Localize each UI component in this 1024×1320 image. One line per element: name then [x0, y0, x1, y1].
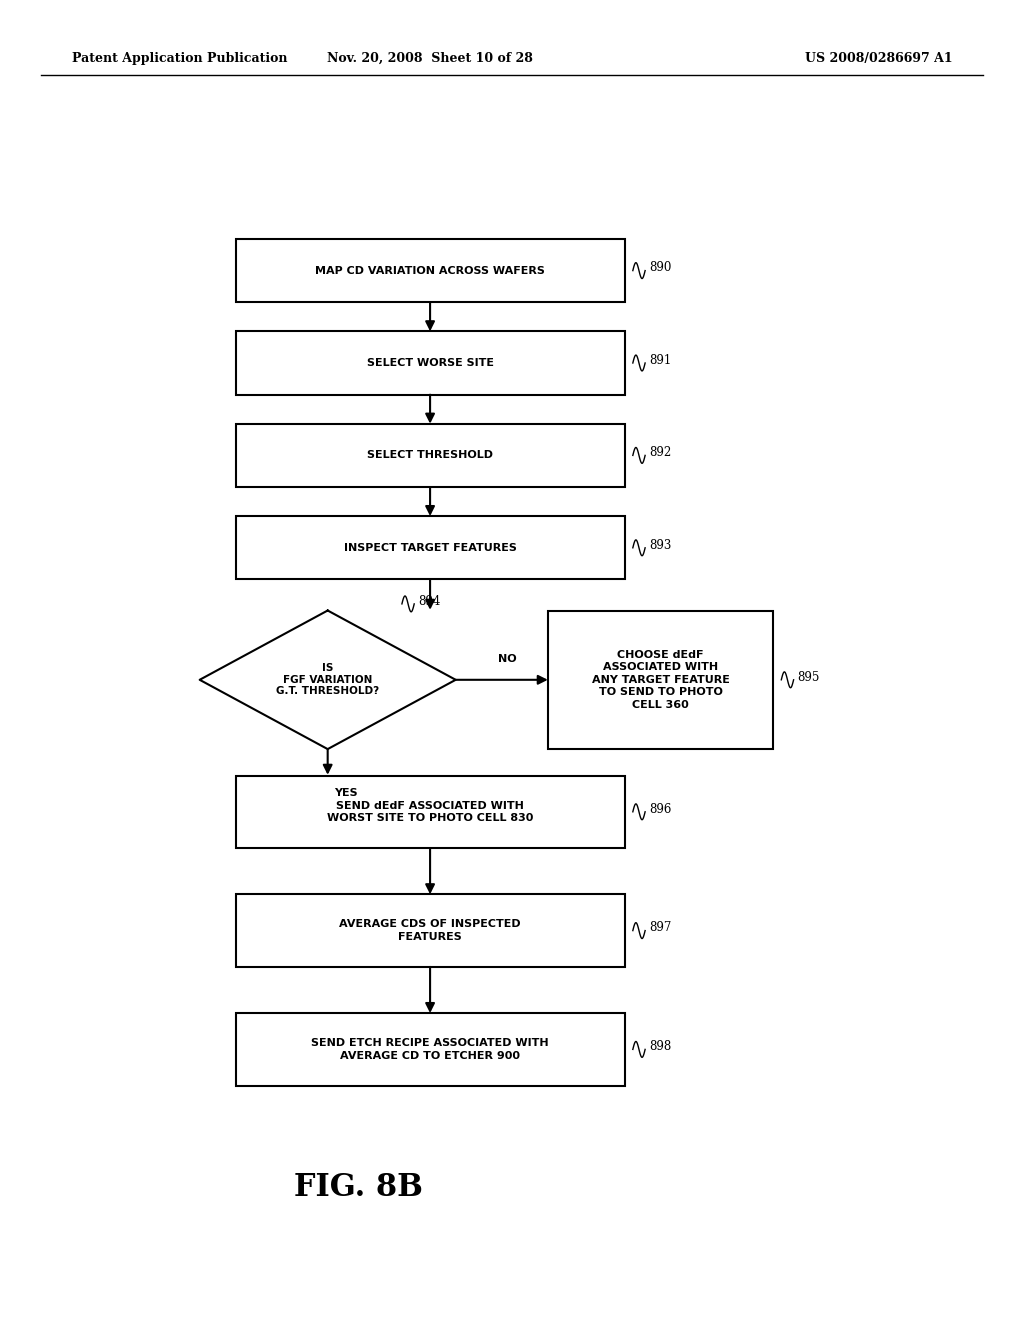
Text: 890: 890 [649, 261, 672, 275]
Text: INSPECT TARGET FEATURES: INSPECT TARGET FEATURES [344, 543, 516, 553]
Text: NO: NO [498, 653, 516, 664]
Bar [236, 331, 625, 395]
Text: 898: 898 [649, 1040, 672, 1053]
Text: SELECT WORSE SITE: SELECT WORSE SITE [367, 358, 494, 368]
Polygon shape [200, 610, 456, 750]
Text: SELECT THRESHOLD: SELECT THRESHOLD [367, 450, 494, 461]
Bar [236, 895, 625, 966]
Text: SEND dEdF ASSOCIATED WITH
WORST SITE TO PHOTO CELL 830: SEND dEdF ASSOCIATED WITH WORST SITE TO … [327, 801, 534, 822]
Bar [236, 239, 625, 302]
Text: 895: 895 [798, 671, 820, 684]
Text: 896: 896 [649, 803, 672, 816]
Text: 894: 894 [419, 595, 440, 607]
Text: YES: YES [334, 788, 357, 799]
Bar [236, 424, 625, 487]
Text: FIG. 8B: FIG. 8B [294, 1172, 423, 1204]
Text: 897: 897 [649, 921, 672, 935]
Text: MAP CD VARIATION ACROSS WAFERS: MAP CD VARIATION ACROSS WAFERS [315, 265, 545, 276]
Text: 893: 893 [649, 539, 672, 552]
Text: CHOOSE dEdF
ASSOCIATED WITH
ANY TARGET FEATURE
TO SEND TO PHOTO
CELL 360: CHOOSE dEdF ASSOCIATED WITH ANY TARGET F… [592, 649, 729, 710]
Text: US 2008/0286697 A1: US 2008/0286697 A1 [805, 51, 952, 65]
Text: IS
FGF VARIATION
G.T. THRESHOLD?: IS FGF VARIATION G.T. THRESHOLD? [276, 663, 379, 697]
Bar [236, 516, 625, 579]
Text: 891: 891 [649, 354, 672, 367]
Text: Patent Application Publication: Patent Application Publication [72, 51, 287, 65]
Text: Nov. 20, 2008  Sheet 10 of 28: Nov. 20, 2008 Sheet 10 of 28 [327, 51, 534, 65]
Bar [236, 1014, 625, 1085]
Text: SEND ETCH RECIPE ASSOCIATED WITH
AVERAGE CD TO ETCHER 900: SEND ETCH RECIPE ASSOCIATED WITH AVERAGE… [311, 1039, 549, 1060]
Bar [548, 610, 773, 750]
Text: AVERAGE CDS OF INSPECTED
FEATURES: AVERAGE CDS OF INSPECTED FEATURES [339, 920, 521, 941]
Bar [236, 776, 625, 849]
Text: 892: 892 [649, 446, 672, 459]
